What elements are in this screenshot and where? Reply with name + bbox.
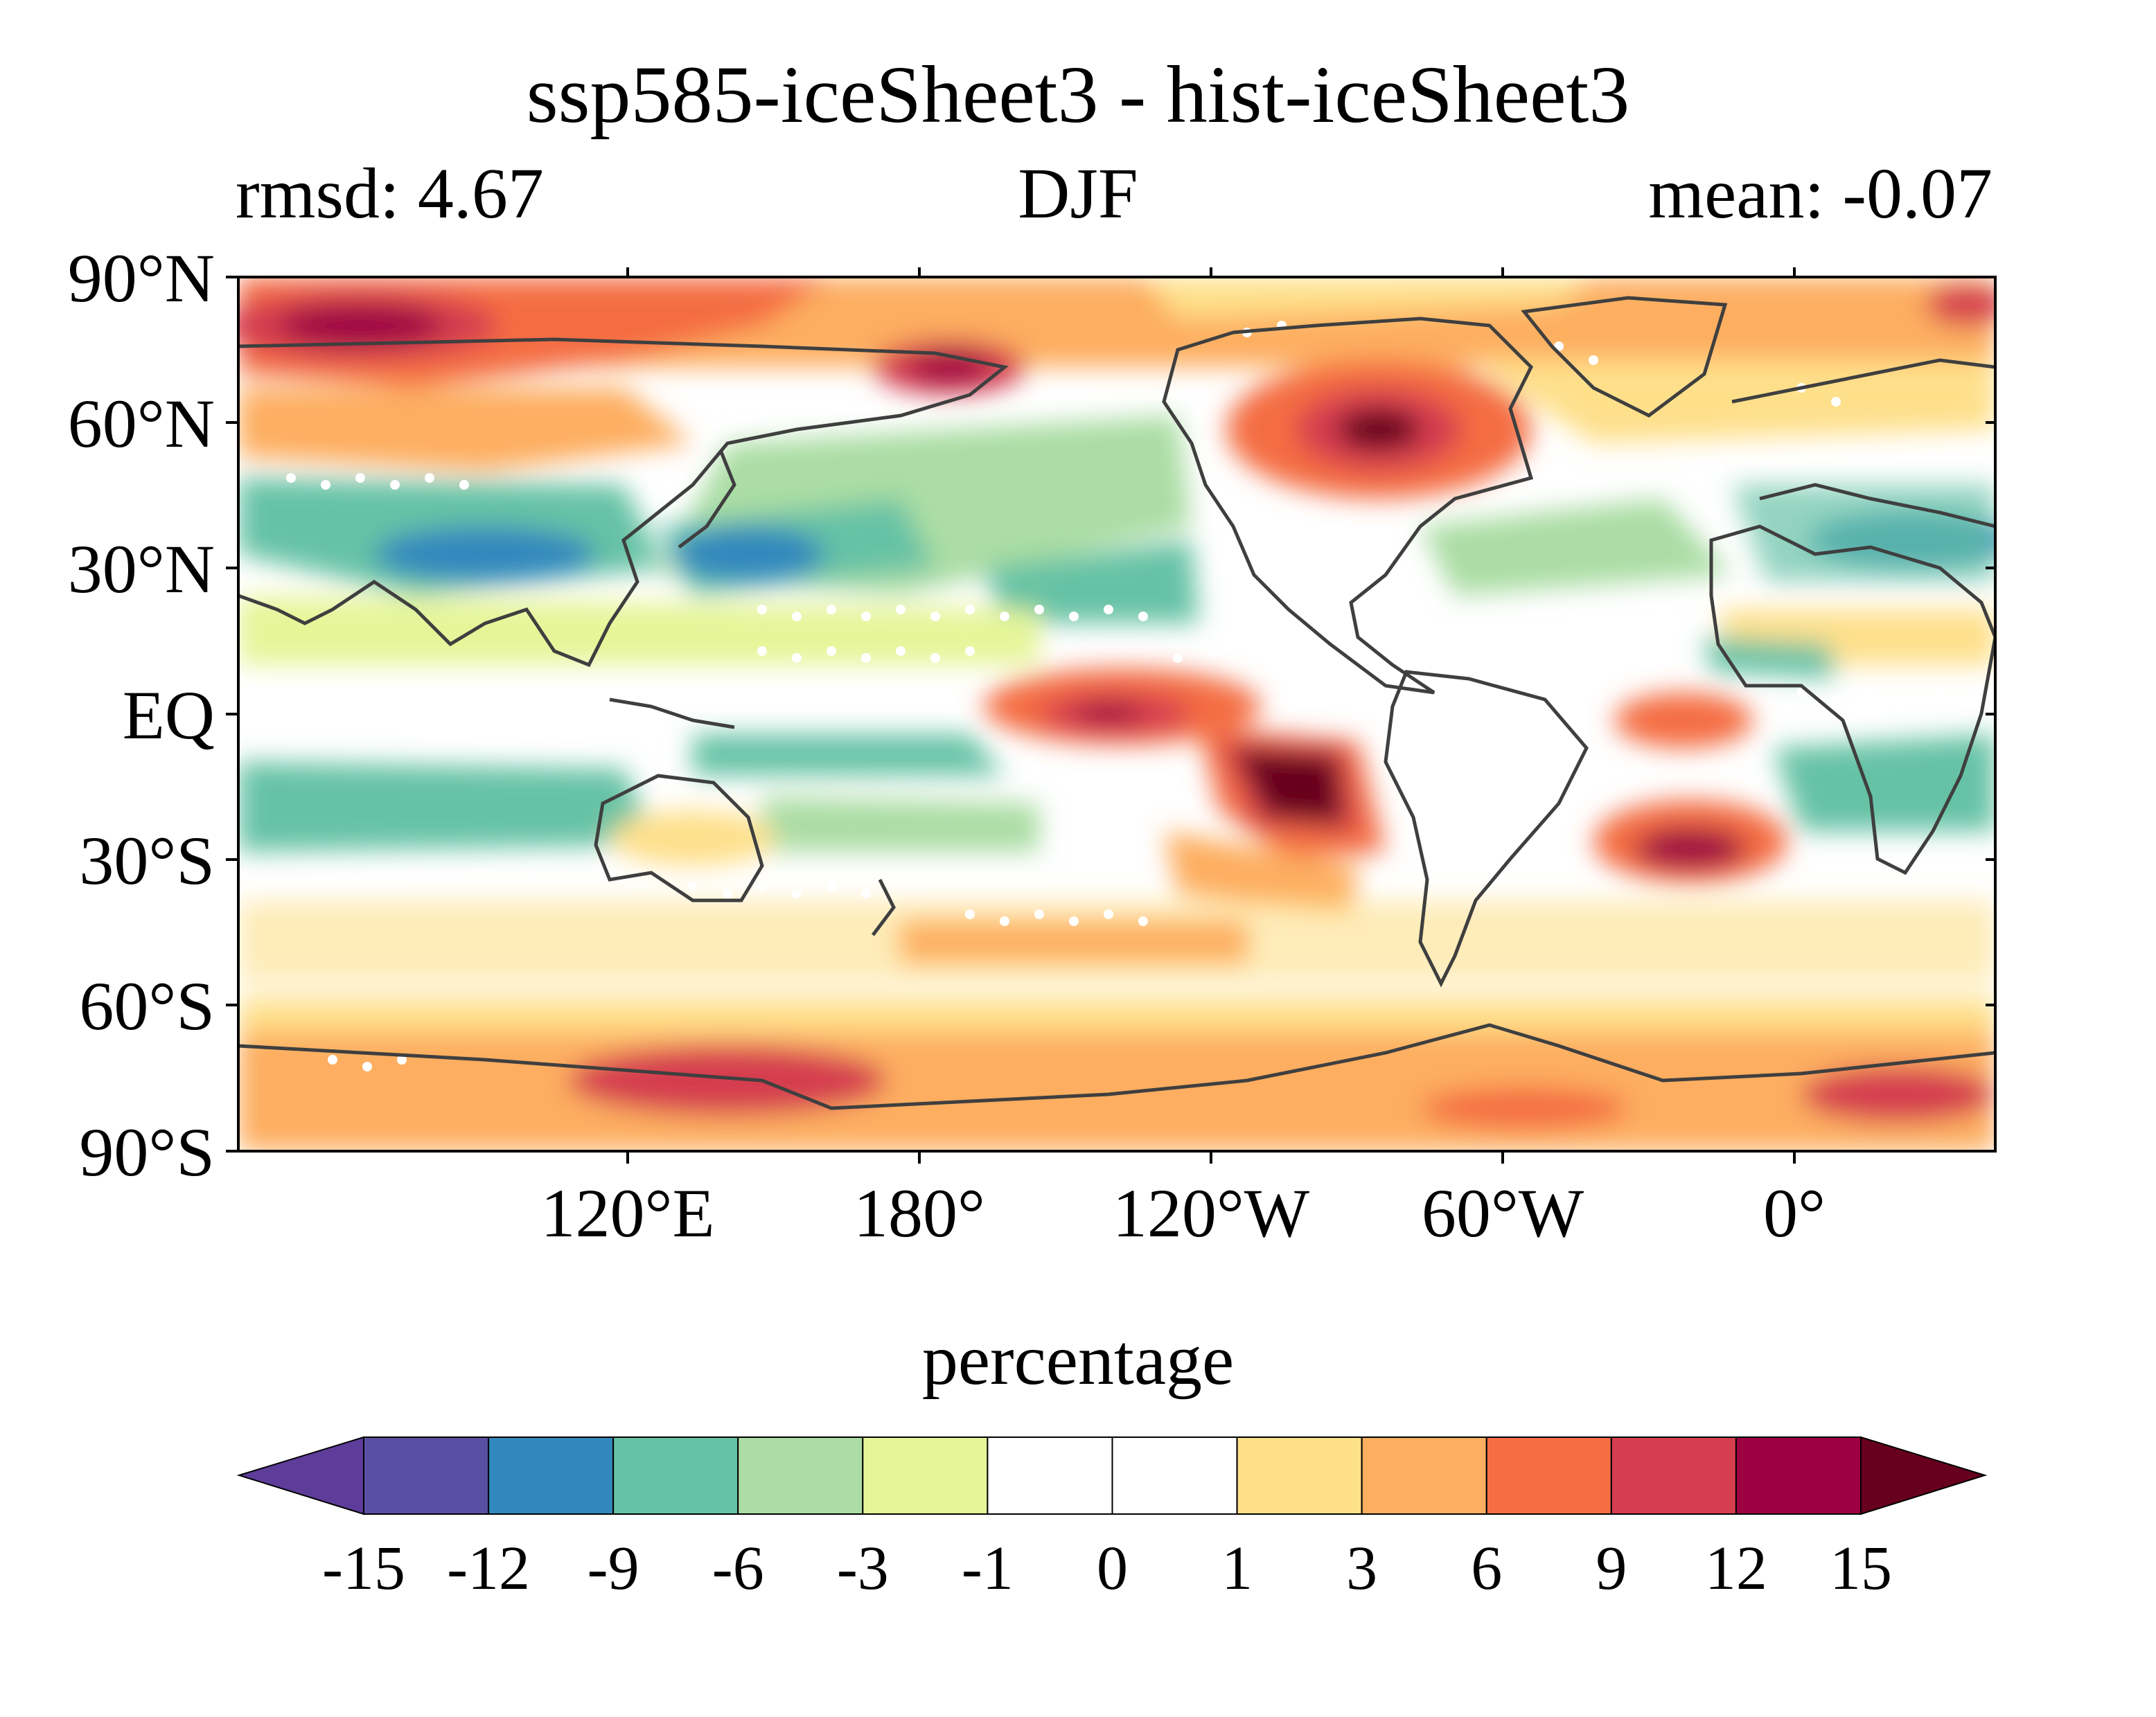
colorbar-tick-label: -9	[587, 1534, 639, 1603]
lon-label-60w: 60°W	[1421, 1175, 1584, 1252]
significance-stipples	[286, 321, 1979, 1071]
coastlines	[238, 296, 1995, 1110]
colorbar-tick-label: 6	[1471, 1534, 1503, 1603]
lon-label-180: 180°	[854, 1175, 985, 1252]
colorbar-tick-label: 1	[1221, 1534, 1253, 1603]
lon-label-0: 0°	[1763, 1175, 1826, 1252]
colorbar-extend-low	[236, 1436, 364, 1515]
map-title: ssp585-iceSheet3 - hist-iceSheet3	[526, 49, 1630, 140]
lat-label-30n: 30°N	[67, 531, 215, 607]
colorbar-tick-label: 3	[1346, 1534, 1378, 1603]
colorbar-title: percentage	[921, 1320, 1235, 1400]
colorbar-tick-label: -6	[712, 1534, 764, 1603]
colorbar-tick-label: -15	[322, 1534, 405, 1603]
colorbar	[236, 1436, 1988, 1515]
colorbar-box	[612, 1436, 739, 1515]
lat-label-90n: 90°N	[67, 240, 215, 317]
rmsd-label: rmsd: 4.67	[236, 154, 544, 233]
colorbar-box	[1610, 1436, 1737, 1515]
colorbar-box	[1735, 1436, 1862, 1515]
lon-label-120w: 120°W	[1112, 1175, 1310, 1252]
lon-label-120e: 120°E	[540, 1175, 715, 1252]
colorbar-tick-label: -1	[961, 1534, 1014, 1603]
contour-field	[238, 277, 1995, 1151]
mean-label: mean: -0.07	[1648, 154, 1992, 233]
colorbar-tick-label: 9	[1596, 1534, 1627, 1603]
colorbar-extend-high	[1860, 1436, 1988, 1515]
lat-label-60n: 60°N	[67, 385, 215, 462]
colorbar-tick-label: 0	[1097, 1534, 1128, 1603]
colorbar-box	[987, 1436, 1113, 1515]
lat-label-90s: 90°S	[79, 1114, 215, 1191]
colorbar-tick-label: 12	[1704, 1534, 1767, 1603]
lat-label-eq: EQ	[122, 677, 215, 754]
colorbar-box	[737, 1436, 864, 1515]
colorbar-tick-label: -12	[447, 1534, 531, 1603]
colorbar-box	[1111, 1436, 1238, 1515]
colorbar-box	[862, 1436, 989, 1515]
colorbar-box	[1485, 1436, 1612, 1515]
season-label: DJF	[1018, 154, 1138, 233]
lat-label-30s: 30°S	[79, 822, 215, 899]
axis-ticks	[226, 267, 1995, 1164]
lat-label-60s: 60°S	[79, 968, 215, 1044]
colorbar-box	[363, 1436, 490, 1515]
colorbar-tick-label: -3	[836, 1534, 889, 1603]
colorbar-box	[1236, 1436, 1363, 1515]
colorbar-tick-label: 15	[1830, 1534, 1892, 1603]
colorbar-box	[488, 1436, 615, 1515]
colorbar-box	[1361, 1436, 1487, 1515]
